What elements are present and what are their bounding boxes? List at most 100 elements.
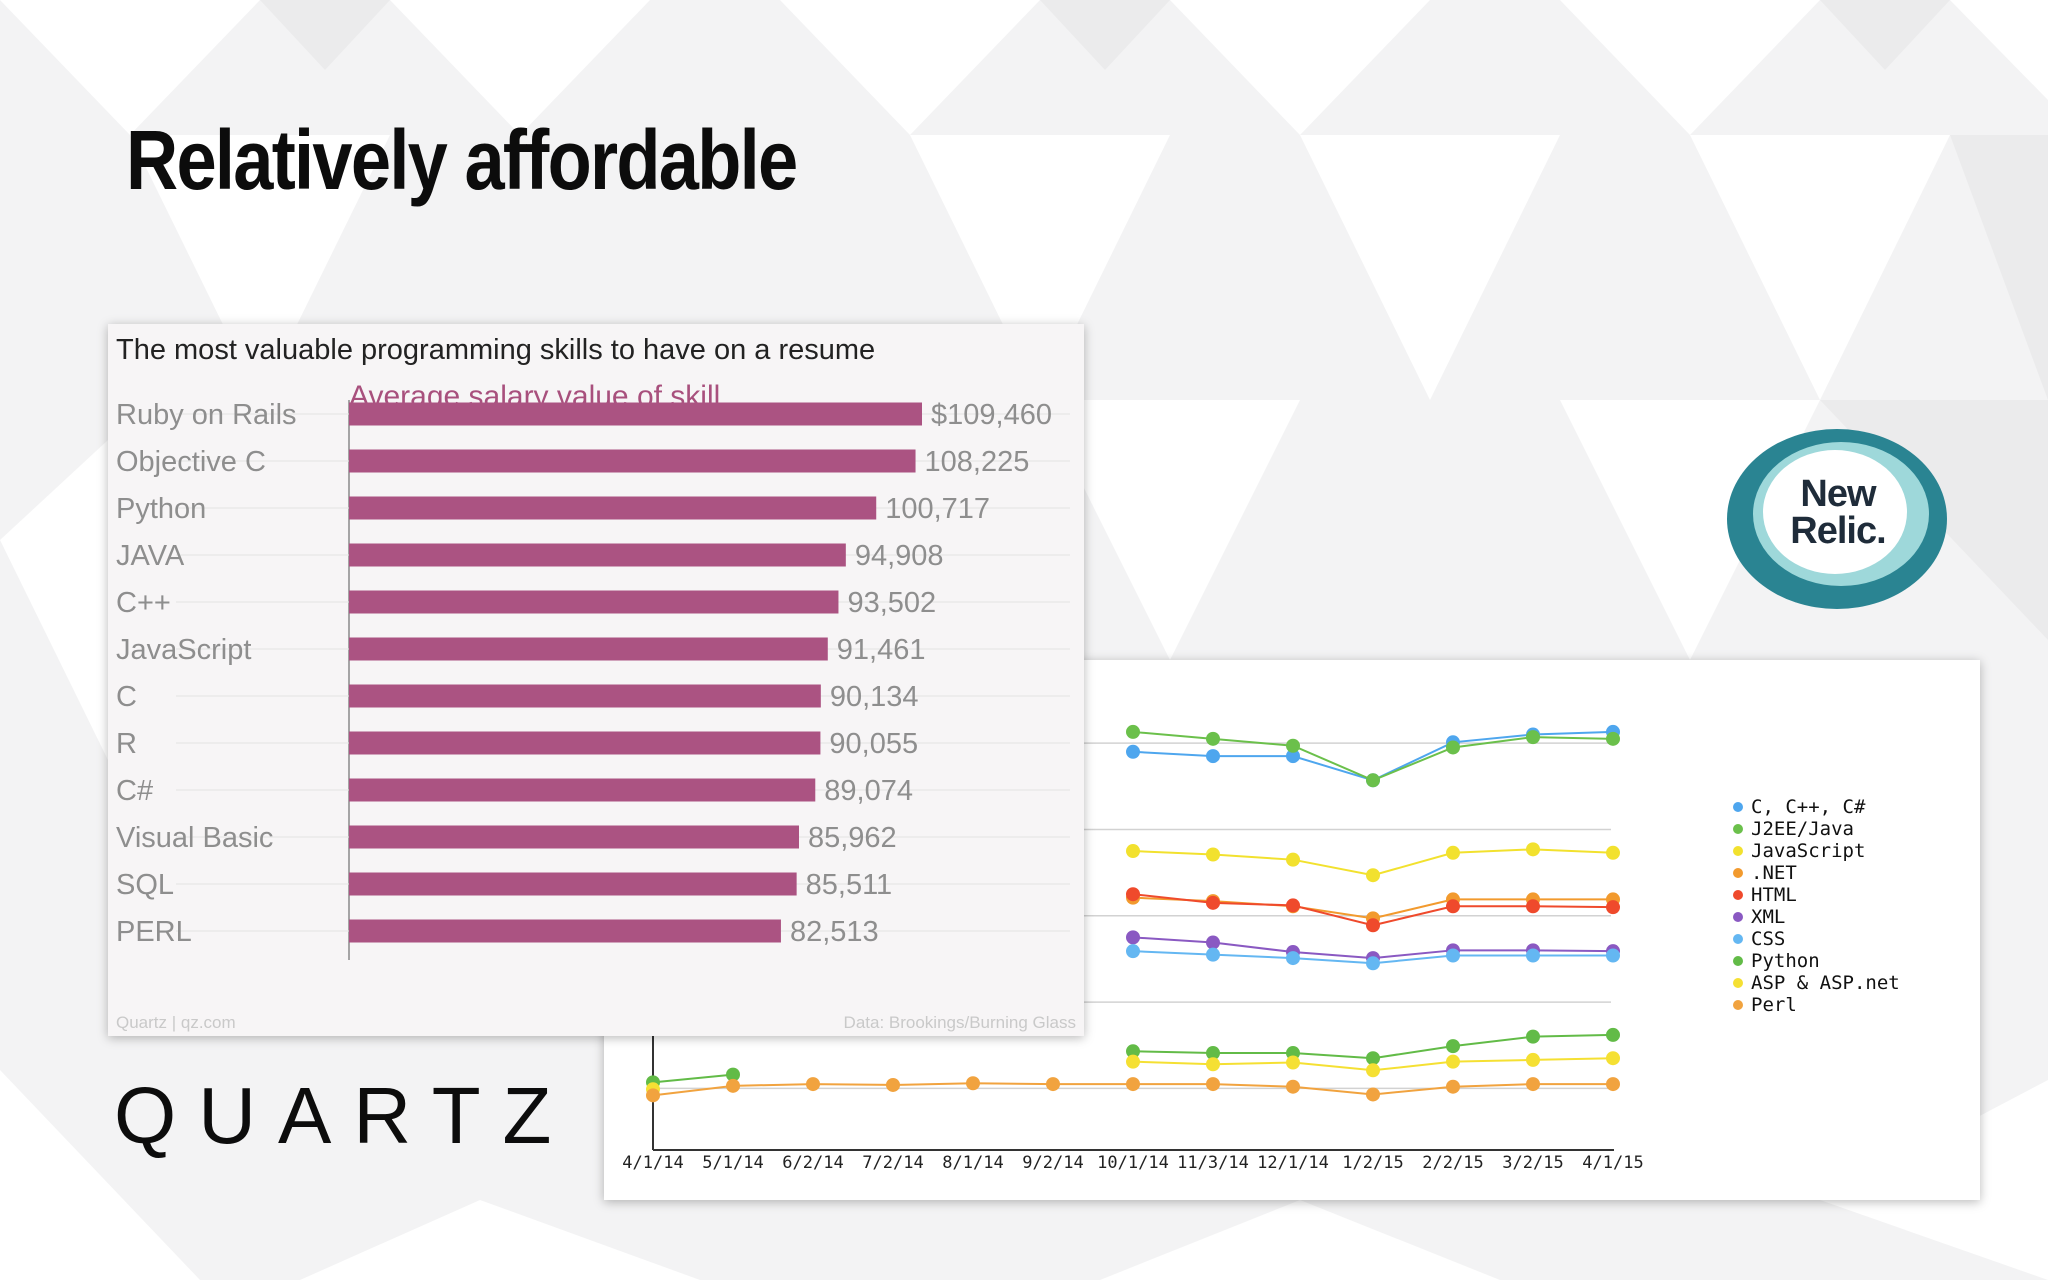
series-point [646,1088,660,1103]
new-relic-line1: New [1800,473,1876,515]
series-point [1126,887,1140,902]
series-point [1286,1079,1300,1094]
legend-label: .NET [1751,862,1797,884]
series-point [1526,730,1540,745]
line-x-tick-label: 4/1/15 [1582,1153,1643,1173]
bar-value-label: 100,717 [885,493,990,525]
legend-label: XML [1751,906,1786,928]
series-point [1206,895,1220,910]
line-x-tick-label: 1/2/15 [1342,1153,1403,1173]
bar-category-label: Ruby on Rails [116,399,297,431]
series-point [1286,1055,1300,1070]
series-point [1446,845,1460,860]
bar [349,684,821,708]
series-point [1366,918,1380,933]
bar-value-label: 90,134 [830,681,919,713]
legend-label: ASP & ASP.net [1751,972,1900,994]
quartz-logo: QUARTZ [114,1071,574,1160]
bar-chart-card: The most valuable programming skills to … [108,324,1084,1036]
new-relic-logo [1727,429,1947,609]
series-point [1446,740,1460,755]
series-point [1126,944,1140,959]
legend-label: HTML [1751,884,1797,906]
series-point [1206,1046,1220,1061]
bar-category-label: R [116,728,137,760]
line-x-tick-label: 2/2/15 [1422,1153,1483,1173]
bar-chart: Ruby on Rails $109,460 Objective C 108,225 P… [116,399,1070,960]
series-point [1446,1079,1460,1094]
series-point [1286,951,1300,966]
bar-category-label: C++ [116,587,171,619]
series-point [1126,844,1140,859]
series-point [1606,900,1620,915]
legend-label: J2EE/Java [1751,818,1854,840]
series-point [1366,956,1380,971]
legend-swatch [1733,824,1743,834]
bar-category-label: Visual Basic [116,822,273,854]
series-point [726,1078,740,1093]
line-chart: 4/1/14 5/1/14 6/2/14 7/2/14 8/1/14 9/2/14 10/1… [622,700,1644,1173]
bar-category-label: JAVA [116,540,185,572]
series-point [1206,1077,1220,1092]
series-point [1366,1051,1380,1066]
line-x-tick-label: 12/1/14 [1257,1153,1329,1173]
series-point [1606,731,1620,746]
series-point [1206,731,1220,746]
series-point [1206,935,1220,950]
line-x-tick-label: 6/2/14 [782,1153,843,1173]
legend-swatch [1733,1000,1743,1010]
bar-value-label: 91,461 [837,634,926,666]
series-point [1526,1052,1540,1067]
bar [349,402,922,426]
bar [349,496,877,520]
series-point [1526,948,1540,963]
bar-value-label: 89,074 [824,775,913,807]
series-point [1526,1029,1540,1044]
series-point [1126,724,1140,739]
series-line [652,1073,734,1084]
line-x-tick-label: 8/1/14 [942,1153,1003,1173]
bar-category-label: SQL [116,869,174,901]
legend-item: .NET [1733,862,1900,884]
series-point [1126,744,1140,759]
series-line [1132,730,1614,782]
series-point [1446,1054,1460,1069]
bar [349,590,839,614]
legend-item: XML [1733,906,1900,928]
slide-title: Relatively affordable [126,113,798,207]
bar-value-label: 85,511 [806,869,893,901]
legend-item: HTML [1733,884,1900,906]
legend-swatch [1733,956,1743,966]
line-x-tick-label: 9/2/14 [1022,1153,1083,1173]
bar-value-label: 108,225 [925,446,1030,478]
bar-category-label: C [116,681,137,713]
new-relic-wordmark: New Relic. [1768,473,1908,552]
line-x-tick-label: 7/2/14 [862,1153,923,1173]
series-point [1206,1057,1220,1072]
bar-chart-title: The most valuable programming skills to … [116,334,876,366]
series-point [966,1076,980,1091]
new-relic-line2: Relic. [1790,510,1886,552]
bar-category-label: JavaScript [116,634,251,666]
legend-swatch [1733,912,1743,922]
legend-label: Perl [1751,994,1797,1016]
series-point [1446,1039,1460,1054]
legend-item: JavaScript [1733,840,1900,862]
series-point [1046,1077,1060,1092]
legend-label: JavaScript [1751,840,1866,862]
series-point [1526,842,1540,857]
line-x-tick-label: 5/1/14 [702,1153,763,1173]
series-point [806,1077,820,1092]
line-x-tick-label: 3/2/15 [1502,1153,1563,1173]
bar [349,872,797,896]
series-point [1286,749,1300,764]
series-point [1126,1054,1140,1069]
bar [349,825,799,849]
legend-item: CSS [1733,928,1900,950]
series-point [1366,868,1380,883]
series-point [1286,898,1300,913]
legend-item: Python [1733,950,1900,972]
legend-swatch [1733,978,1743,988]
series-point [1366,1063,1380,1078]
